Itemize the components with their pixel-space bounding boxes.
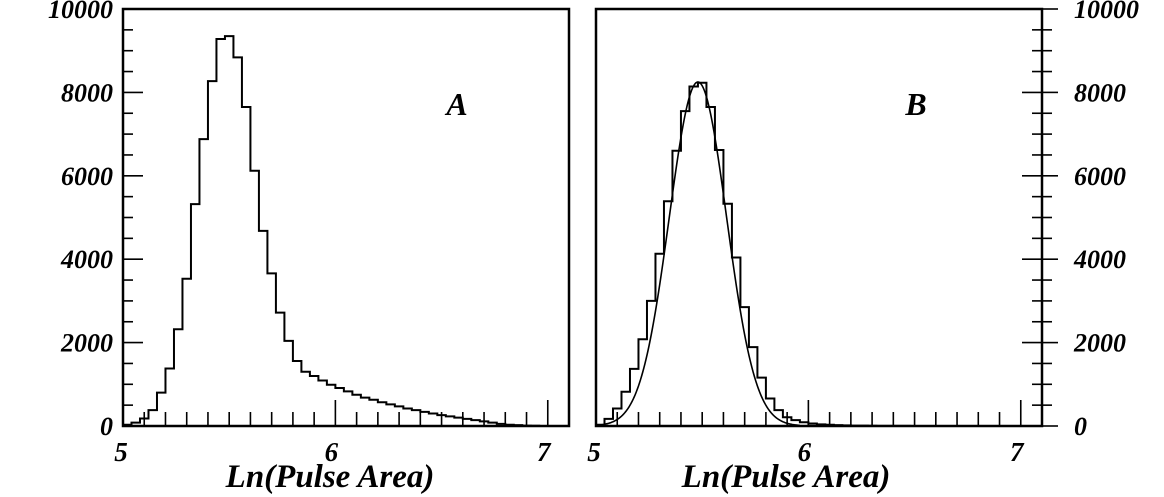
y-tick-label: 4000 [60,245,113,274]
panel-b-label: B [904,86,926,122]
panel-a-histogram [122,35,548,427]
panel-b-ticks [595,8,1058,427]
panel-b-frame [594,7,1044,428]
y-tick-label: 10000 [48,0,113,24]
panel-a-ticks [122,8,549,427]
panel-a-y-tick-labels: 0 2000 4000 6000 8000 10000 [48,0,113,441]
panel-a: 0 2000 4000 6000 8000 10000 5 6 7 A Ln(Pulse Ar… [48,0,571,495]
y-tick-label: 8000 [61,78,113,107]
panel-a-x-tick-labels: 5 6 7 [114,437,552,467]
panel-b-x-tick-labels: 5 6 7 [587,437,1025,467]
y-tick-label: 6000 [1074,162,1126,191]
x-tick-label: 7 [1010,437,1025,467]
x-tick-label: 5 [114,437,128,467]
panel-b-histogram [595,81,1021,427]
panel-b-x-axis-title: Ln(Pulse Area) [681,459,891,495]
y-tick-label: 6000 [61,162,113,191]
y-tick-label: 0 [100,412,113,441]
y-tick-label: 2000 [60,329,113,358]
panel-a-label: A [444,86,467,122]
x-tick-label: 6 [798,437,812,467]
x-tick-label: 6 [325,437,339,467]
y-tick-label: 4000 [1073,245,1126,274]
y-tick-label: 8000 [1074,78,1126,107]
panel-b-gaussian-fit-curve [600,81,800,427]
panel-b: 0 2000 4000 6000 8000 10000 5 6 7 B Ln(Pulse Ar… [587,0,1139,495]
x-tick-label: 7 [537,437,552,467]
panel-b-y-tick-labels: 0 2000 4000 6000 8000 10000 [1073,0,1139,441]
panel-a-frame [121,7,571,428]
panel-a-x-axis-title: Ln(Pulse Area) [225,459,435,495]
y-tick-label: 10000 [1074,0,1139,24]
y-tick-label: 0 [1074,412,1087,441]
x-tick-label: 5 [587,437,601,467]
y-tick-label: 2000 [1073,329,1126,358]
